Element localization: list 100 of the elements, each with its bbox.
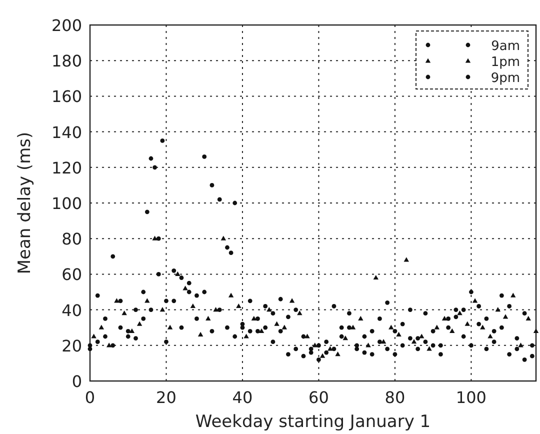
point	[194, 293, 199, 298]
point	[430, 328, 436, 334]
point	[335, 352, 340, 356]
point	[366, 342, 371, 348]
point	[190, 303, 196, 308]
point	[114, 298, 120, 303]
point	[206, 316, 211, 320]
point	[464, 321, 470, 326]
point	[266, 307, 272, 312]
point	[416, 346, 420, 352]
x-tick-label: 80	[384, 388, 406, 407]
x-tick-label: 60	[308, 388, 329, 407]
point	[175, 271, 180, 276]
point	[304, 334, 310, 338]
point	[282, 324, 288, 330]
point	[514, 336, 520, 340]
point	[476, 322, 482, 326]
point	[411, 339, 417, 344]
point	[186, 290, 192, 294]
point	[179, 325, 184, 330]
point	[110, 343, 116, 348]
point	[438, 343, 443, 348]
point	[106, 342, 112, 348]
point	[419, 334, 424, 338]
point	[354, 343, 360, 348]
point	[160, 307, 166, 312]
point	[156, 272, 161, 276]
point	[182, 286, 188, 290]
point	[172, 298, 176, 304]
point	[380, 339, 386, 344]
point	[220, 236, 226, 240]
point	[286, 352, 290, 356]
point	[423, 340, 428, 344]
point	[347, 325, 352, 330]
point	[457, 310, 462, 316]
point	[263, 325, 268, 330]
point	[126, 328, 130, 334]
point	[232, 334, 238, 339]
point	[167, 324, 173, 330]
point	[378, 340, 382, 344]
point	[499, 325, 504, 330]
point	[388, 324, 394, 330]
point	[480, 324, 486, 330]
point	[98, 324, 104, 330]
point	[236, 303, 242, 308]
point	[320, 353, 326, 358]
point	[370, 328, 374, 334]
point	[350, 324, 356, 330]
point	[373, 274, 378, 280]
point	[518, 342, 524, 348]
point	[533, 328, 539, 333]
point	[198, 332, 204, 337]
point	[294, 346, 298, 352]
point	[228, 292, 234, 298]
y-tick-label: 200	[51, 16, 82, 35]
x-tick-label: 20	[156, 388, 176, 407]
point	[256, 316, 260, 321]
point	[426, 346, 432, 351]
point	[91, 334, 96, 338]
point	[270, 340, 276, 344]
point	[289, 298, 295, 303]
point	[446, 316, 451, 321]
point	[213, 307, 218, 312]
x-tick-label: 0	[84, 388, 96, 407]
point	[301, 354, 306, 358]
y-tick-label: 180	[51, 52, 82, 71]
point	[339, 334, 344, 339]
point	[362, 350, 367, 355]
y-tick-label: 80	[62, 230, 82, 249]
y-tick-label: 60	[62, 265, 82, 284]
point	[472, 298, 478, 303]
y-tick-label: 120	[51, 158, 82, 178]
point	[278, 328, 283, 334]
legend-label: 1pm	[490, 55, 520, 70]
point	[404, 257, 409, 262]
legend-label: 9pm	[490, 71, 520, 86]
point	[507, 352, 512, 356]
point	[408, 336, 412, 340]
point	[484, 346, 489, 352]
point	[202, 290, 207, 294]
point	[526, 316, 531, 320]
x-axis-title: Weekday starting January 1	[195, 412, 431, 432]
legend-label: 9am	[491, 39, 520, 54]
point	[530, 343, 534, 348]
point	[244, 334, 249, 338]
point	[492, 340, 496, 344]
point	[495, 307, 500, 312]
point	[488, 334, 493, 338]
y-tick-label: 20	[62, 336, 82, 356]
x-tick-label: 100	[456, 388, 486, 407]
x-tick-label: 40	[232, 388, 253, 407]
point	[129, 328, 135, 333]
y-tick-label: 140	[51, 122, 82, 142]
point	[400, 343, 405, 348]
point	[450, 328, 455, 333]
point	[385, 346, 390, 352]
point	[312, 342, 318, 348]
point	[136, 321, 142, 326]
y-tick-label: 100	[51, 194, 82, 213]
point	[122, 310, 127, 316]
